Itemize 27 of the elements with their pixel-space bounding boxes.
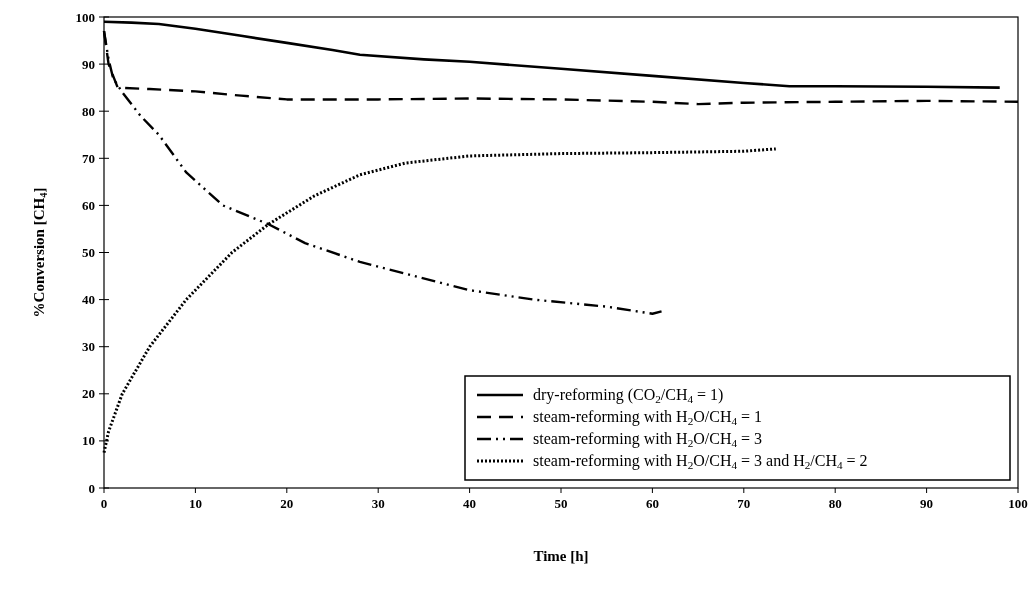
- x-tick-label: 0: [100, 496, 108, 511]
- y-tick-label: 0: [88, 480, 95, 496]
- y-tick-label: 70: [82, 150, 95, 166]
- x-tick-label: 60: [645, 496, 659, 511]
- y-tick-label: 80: [82, 103, 95, 119]
- y-tick-label: 20: [82, 386, 95, 402]
- y-tick-label: 90: [82, 56, 95, 72]
- x-tick-label: 20: [280, 496, 294, 511]
- legend-label: dry-reforming (CO$_{2}$/CH$_{4}$ = 1): [533, 386, 724, 406]
- text: steam-reforming with H$_{2}$O/CH$_{4}$ = 3 and H$_{2}$/CH$_{4}$ = 2: [533, 452, 868, 472]
- x-axis-title: Time [h]: [533, 548, 589, 564]
- y-tick-label: 50: [82, 245, 95, 260]
- y-tick-label: 10: [82, 433, 95, 449]
- y-tick-label: 100: [75, 9, 95, 25]
- legend-label: steam-reforming with H$_{2}$O/CH$_{4}$ = 3: [533, 430, 763, 450]
- x-tick-label: 40: [463, 496, 477, 511]
- legend-label: steam-reforming with H$_{2}$O/CH$_{4}$ = 1: [533, 408, 763, 428]
- x-tick-label: 100: [1008, 496, 1028, 511]
- x-tick-label: 10: [188, 496, 202, 511]
- x-tick-label: 50: [554, 496, 568, 511]
- y-tick-label: 40: [82, 292, 95, 308]
- y-tick-label: 60: [82, 197, 95, 213]
- x-tick-label: 90: [920, 496, 934, 511]
- x-tick-label: 30: [371, 496, 385, 511]
- y-tick-label: 30: [82, 339, 95, 355]
- x-tick-label: 70: [737, 496, 751, 511]
- x-tick-label: 80: [828, 496, 842, 511]
